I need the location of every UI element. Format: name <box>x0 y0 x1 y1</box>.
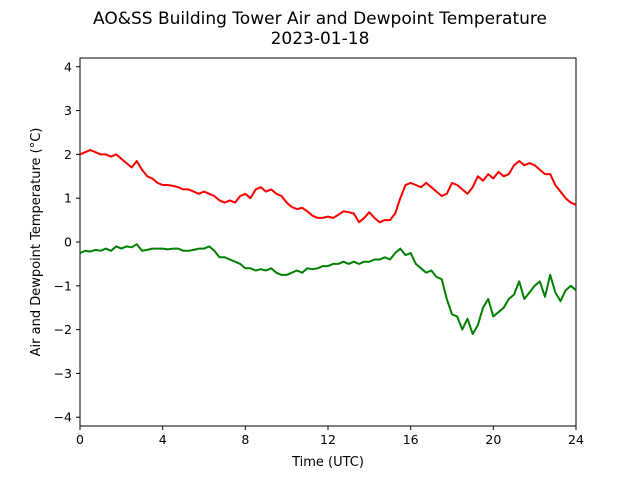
y-axis: −4 −3 −2 −1 0 1 2 3 4 <box>54 59 80 425</box>
series-layer <box>79 149 577 335</box>
y-tick-label: 0 <box>64 235 72 250</box>
x-tick-label: 12 <box>320 432 336 447</box>
plot-background <box>80 58 576 426</box>
x-tick-label: 0 <box>76 432 84 447</box>
x-axis-label: Time (UTC) <box>291 455 364 470</box>
series-line-2 <box>79 243 577 335</box>
x-tick-label: 16 <box>403 432 419 447</box>
y-tick-label: −4 <box>54 410 72 425</box>
plot-area <box>79 57 577 427</box>
x-tick-label: 4 <box>159 432 167 447</box>
y-tick-label: 3 <box>64 103 72 118</box>
x-axis: 0 4 8 12 16 20 24 <box>76 426 584 447</box>
x-tick-label: 24 <box>568 432 584 447</box>
y-tick-label: −1 <box>54 278 72 293</box>
y-tick-label: −3 <box>54 366 72 381</box>
x-tick-label: 20 <box>485 432 501 447</box>
y-tick-label: −2 <box>54 322 72 337</box>
y-tick-label: 2 <box>64 147 72 162</box>
x-tick-label: 8 <box>241 432 249 447</box>
chart-subtitle: 2023-01-18 <box>271 29 370 49</box>
chart-title: AO&SS Building Tower Air and Dewpoint Te… <box>93 9 547 29</box>
series-line-1 <box>79 149 577 224</box>
y-tick-label: 1 <box>64 191 72 206</box>
y-tick-label: 4 <box>64 59 72 74</box>
y-axis-label: Air and Dewpoint Temperature (°C) <box>29 128 44 357</box>
